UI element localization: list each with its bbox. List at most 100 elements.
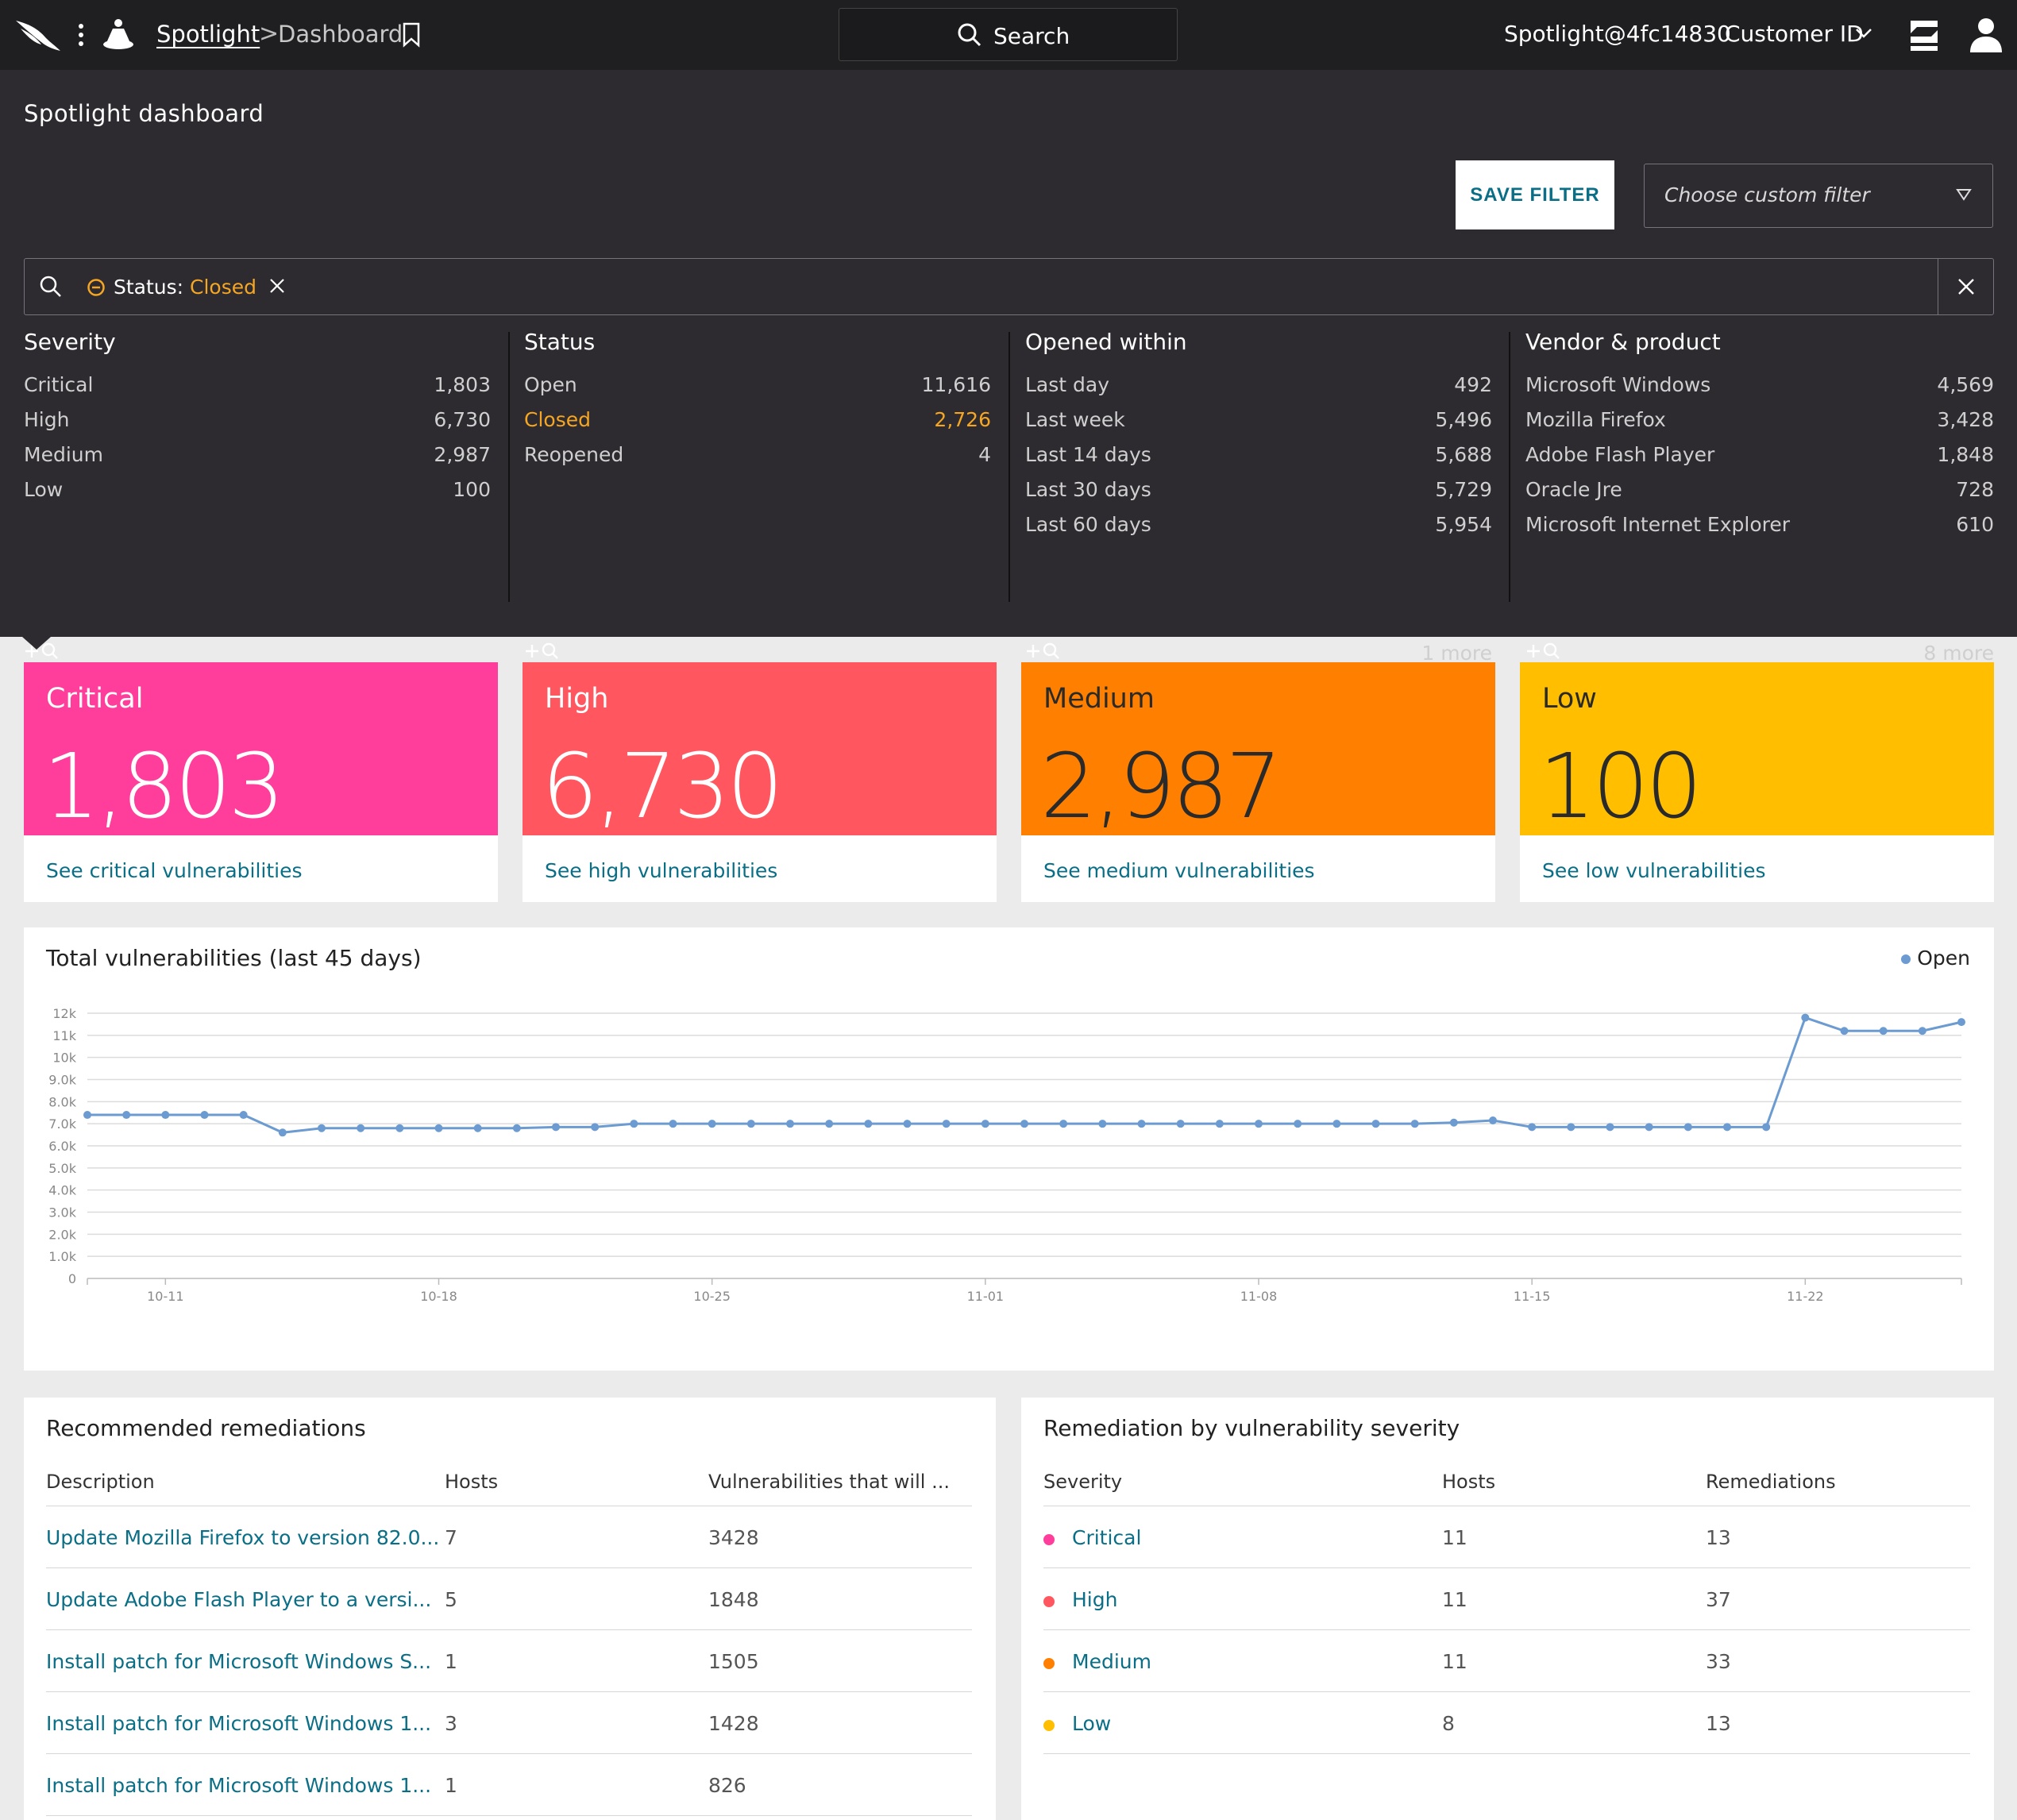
high-tile[interactable]: High 6,730 See high vulnerabilities [523, 662, 997, 902]
row-divider [1043, 1691, 1970, 1692]
customer-id-dropdown[interactable]: Customer ID [1725, 21, 1864, 47]
data-point [825, 1120, 834, 1128]
vulnerabilities-count: 1848 [708, 1588, 759, 1611]
facet-opened-within: Opened within Last day 492 Last week 5,496… [1025, 329, 1492, 665]
severity-dot [1043, 1596, 1055, 1607]
show-more-link[interactable]: 1 more [1421, 642, 1492, 665]
card-title: Recommended remediations [46, 1415, 366, 1441]
see-low-link[interactable]: See low vulnerabilities [1542, 859, 1766, 882]
data-point [1528, 1123, 1537, 1132]
filter-search-bar[interactable]: Status: Closed [24, 258, 1994, 315]
critical-tile[interactable]: Critical 1,803 See critical vulnerabilit… [24, 662, 498, 902]
tile-count: 1,803 [43, 735, 285, 839]
column-header-hosts[interactable]: Hosts [445, 1471, 499, 1493]
column-header-hosts[interactable]: Hosts [1442, 1471, 1496, 1493]
severity-link[interactable]: High [1072, 1588, 1118, 1611]
tile-header: Critical 1,803 [24, 662, 498, 839]
global-search-button[interactable]: Search [839, 8, 1178, 61]
data-point [1176, 1120, 1185, 1128]
column-header-description[interactable]: Description [46, 1471, 155, 1493]
facet-status: Status Open 11,616 Closed 2,726 Reopened 4 [524, 329, 991, 670]
data-point [1879, 1027, 1888, 1035]
column-header-vulnerabilities[interactable]: Vulnerabilities that will ... [708, 1471, 950, 1493]
chart-title: Total vulnerabilities (last 45 days) [46, 945, 422, 971]
y-tick-label: 1.0k [48, 1249, 76, 1264]
remediation-link[interactable]: Install patch for Microsoft Windows 1... [46, 1712, 432, 1735]
y-tick-label: 3.0k [48, 1205, 76, 1220]
panel-pointer [22, 637, 51, 650]
remediation-link[interactable]: Update Mozilla Firefox to version 82.0..… [46, 1526, 440, 1549]
column-header-severity[interactable]: Severity [1043, 1471, 1123, 1493]
x-tick-label: 10-25 [693, 1289, 731, 1304]
data-point [981, 1120, 989, 1128]
see-medium-link[interactable]: See medium vulnerabilities [1043, 859, 1315, 882]
column-header-remediations[interactable]: Remediations [1706, 1471, 1836, 1493]
y-tick-label: 4.0k [48, 1183, 76, 1198]
clear-filters-button[interactable] [1938, 259, 1993, 314]
row-divider [1043, 1753, 1970, 1754]
tile-label: Critical [46, 683, 144, 715]
severity-link[interactable]: Low [1072, 1712, 1112, 1735]
add-search-icon[interactable] [524, 640, 562, 662]
add-search-icon[interactable] [1025, 640, 1063, 662]
show-more-link[interactable]: 8 more [1923, 642, 1994, 665]
save-filter-button[interactable]: SAVE FILTER [1456, 160, 1614, 229]
tile-label: Low [1542, 683, 1597, 715]
data-point [1606, 1123, 1614, 1132]
user-account[interactable]: Spotlight@4fc14830 [1504, 21, 1731, 47]
breadcrumb-current-page: Dashboard [278, 21, 403, 48]
facet-severity: Severity Critical 1,803 High 6,730 Medium 2… [24, 329, 491, 670]
remove-filter-icon[interactable] [268, 276, 287, 295]
more-menu-icon[interactable] [73, 21, 89, 51]
y-tick-label: 7.0k [48, 1116, 76, 1132]
remediations-count: 13 [1706, 1526, 1731, 1549]
remediation-link[interactable]: Install patch for Microsoft Windows S... [46, 1650, 432, 1673]
hosts-count: 11 [1442, 1526, 1467, 1549]
breadcrumb-app-link[interactable]: Spotlight [156, 21, 260, 48]
breadcrumb-separator: > [259, 20, 280, 48]
see-critical-link[interactable]: See critical vulnerabilities [46, 859, 303, 882]
spotlight-app-icon [103, 19, 133, 49]
chart-legend[interactable]: Open [1901, 947, 1970, 970]
facet-title: Vendor & product [1525, 329, 1721, 355]
facet-divider [1009, 332, 1010, 602]
remediation-link[interactable]: Install patch for Microsoft Windows 1... [46, 1774, 432, 1797]
falcon-logo-icon[interactable] [14, 16, 62, 54]
severity-link[interactable]: Medium [1072, 1650, 1151, 1673]
vulnerabilities-count: 826 [708, 1774, 746, 1797]
row-divider [46, 1629, 972, 1630]
bookmark-icon[interactable] [402, 22, 421, 48]
data-point [1410, 1120, 1419, 1128]
top-bar: Spotlight > Dashboard Search Spotlight@4… [0, 0, 2017, 70]
data-point [1215, 1120, 1224, 1128]
row-divider [46, 1691, 972, 1692]
hosts-count: 11 [1442, 1650, 1467, 1673]
y-tick-label: 2.0k [48, 1227, 76, 1242]
data-point [83, 1111, 91, 1120]
low-tile[interactable]: Low 100 See low vulnerabilities [1520, 662, 1994, 902]
user-profile-icon[interactable] [1968, 16, 2004, 54]
data-point [278, 1128, 287, 1137]
data-point [669, 1120, 677, 1128]
legend-dot [1901, 954, 1911, 964]
data-point [746, 1120, 755, 1128]
data-point [1683, 1123, 1692, 1132]
facet-divider [508, 332, 510, 602]
notifications-tray-icon[interactable] [1907, 17, 1941, 52]
x-tick-label: 11-15 [1514, 1289, 1551, 1304]
chevron-down-icon[interactable] [1855, 27, 1872, 40]
custom-filter-select[interactable]: Choose custom filter [1644, 164, 1993, 228]
severity-link[interactable]: Critical [1072, 1526, 1142, 1549]
tile-label: High [545, 683, 609, 715]
data-point [1489, 1116, 1497, 1124]
dropdown-triangle-icon [1956, 189, 1972, 201]
see-high-link[interactable]: See high vulnerabilities [545, 859, 778, 882]
medium-tile[interactable]: Medium 2,987 See medium vulnerabilities [1021, 662, 1495, 902]
tile-header: Low 100 [1520, 662, 1994, 839]
add-search-icon[interactable] [1525, 640, 1564, 662]
hosts-count: 3 [445, 1712, 457, 1735]
remediation-link[interactable]: Update Adobe Flash Player to a versi... [46, 1588, 432, 1611]
data-point [434, 1124, 443, 1132]
facet-divider [1509, 332, 1510, 602]
hosts-count: 5 [445, 1588, 457, 1611]
